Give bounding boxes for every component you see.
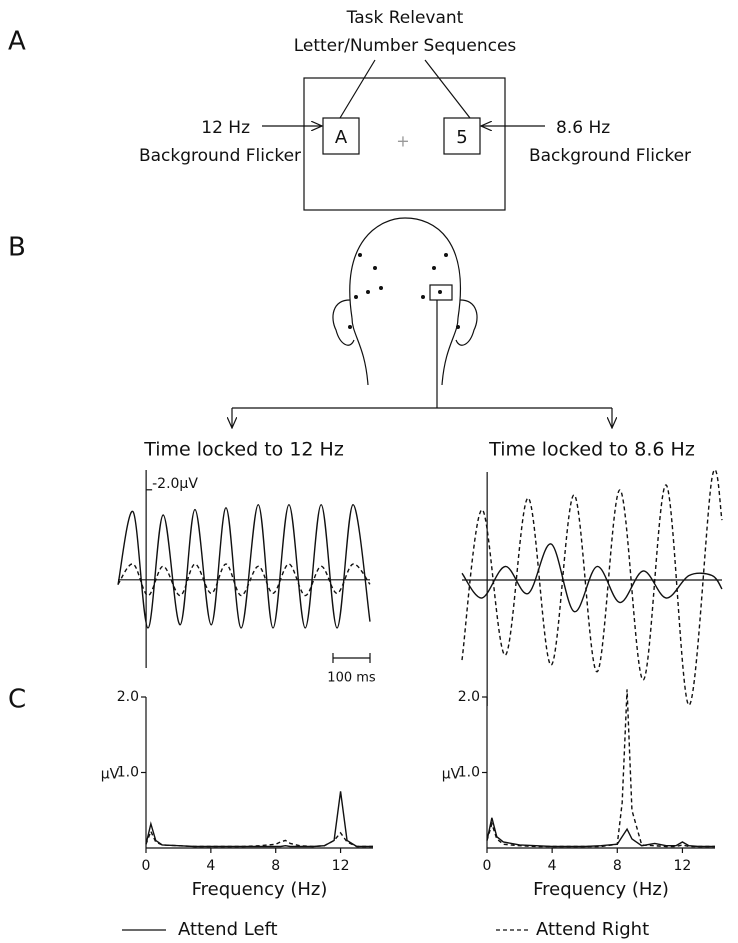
y-axis-label: μV [442, 767, 461, 783]
scale-bar [333, 653, 370, 663]
figure: A B C Task Relevant Letter/Number Sequen… [0, 0, 738, 943]
series-line [146, 831, 373, 846]
y-tick-label: 1.0 [458, 765, 480, 781]
x-tick-label: 4 [548, 858, 557, 874]
head-diagram [232, 218, 612, 428]
legend: Attend Left Attend Right [122, 919, 649, 940]
x-tick-label: 12 [674, 858, 692, 874]
panel-label: C [8, 685, 26, 715]
flicker-label: 8.6 Hz [556, 118, 610, 138]
stimulus-diagram: Task Relevant Letter/Number Sequences A … [139, 8, 691, 210]
x-tick-label: 0 [142, 858, 151, 874]
series-line [462, 544, 722, 612]
x-tick-label: 4 [206, 858, 215, 874]
legend-label: Attend Right [536, 919, 649, 940]
scale-bar-label: 100 ms [327, 671, 376, 686]
x-axis-label: Frequency (Hz) [533, 879, 669, 900]
y-axis-label: μV [101, 767, 120, 783]
series-line [487, 689, 715, 846]
x-tick-label: 0 [483, 858, 492, 874]
series-line [118, 505, 370, 628]
y-tick-label: 2.0 [117, 689, 139, 705]
x-tick-label: 12 [332, 858, 350, 874]
panel-label: B [8, 233, 26, 263]
series-line [487, 818, 715, 847]
y-tick-label: 1.0 [117, 765, 139, 781]
chart-title: Time locked to 12 Hz [143, 439, 344, 461]
legend-label: Attend Left [178, 919, 278, 940]
series-line [462, 470, 722, 705]
fixation: + [396, 132, 409, 151]
letter: 5 [456, 127, 467, 148]
diagram-title: Letter/Number Sequences [294, 36, 517, 56]
pointer-line [340, 60, 470, 118]
panel-label: A [8, 27, 26, 57]
x-axis-label: Frequency (Hz) [192, 879, 328, 900]
diagram-title: Task Relevant [346, 8, 464, 28]
letter: A [335, 127, 348, 148]
chart-title: Time locked to 8.6 Hz [488, 439, 695, 461]
flicker-label: Background Flicker [529, 146, 691, 166]
x-tick-label: 8 [271, 858, 280, 874]
flicker-label: 12 Hz [201, 118, 250, 138]
flicker-label: Background Flicker [139, 146, 301, 166]
x-tick-label: 8 [613, 858, 622, 874]
series-line [146, 791, 373, 846]
y-tick-label: 2.0 [458, 689, 480, 705]
y-tick-label: -2.0μV [152, 476, 198, 492]
